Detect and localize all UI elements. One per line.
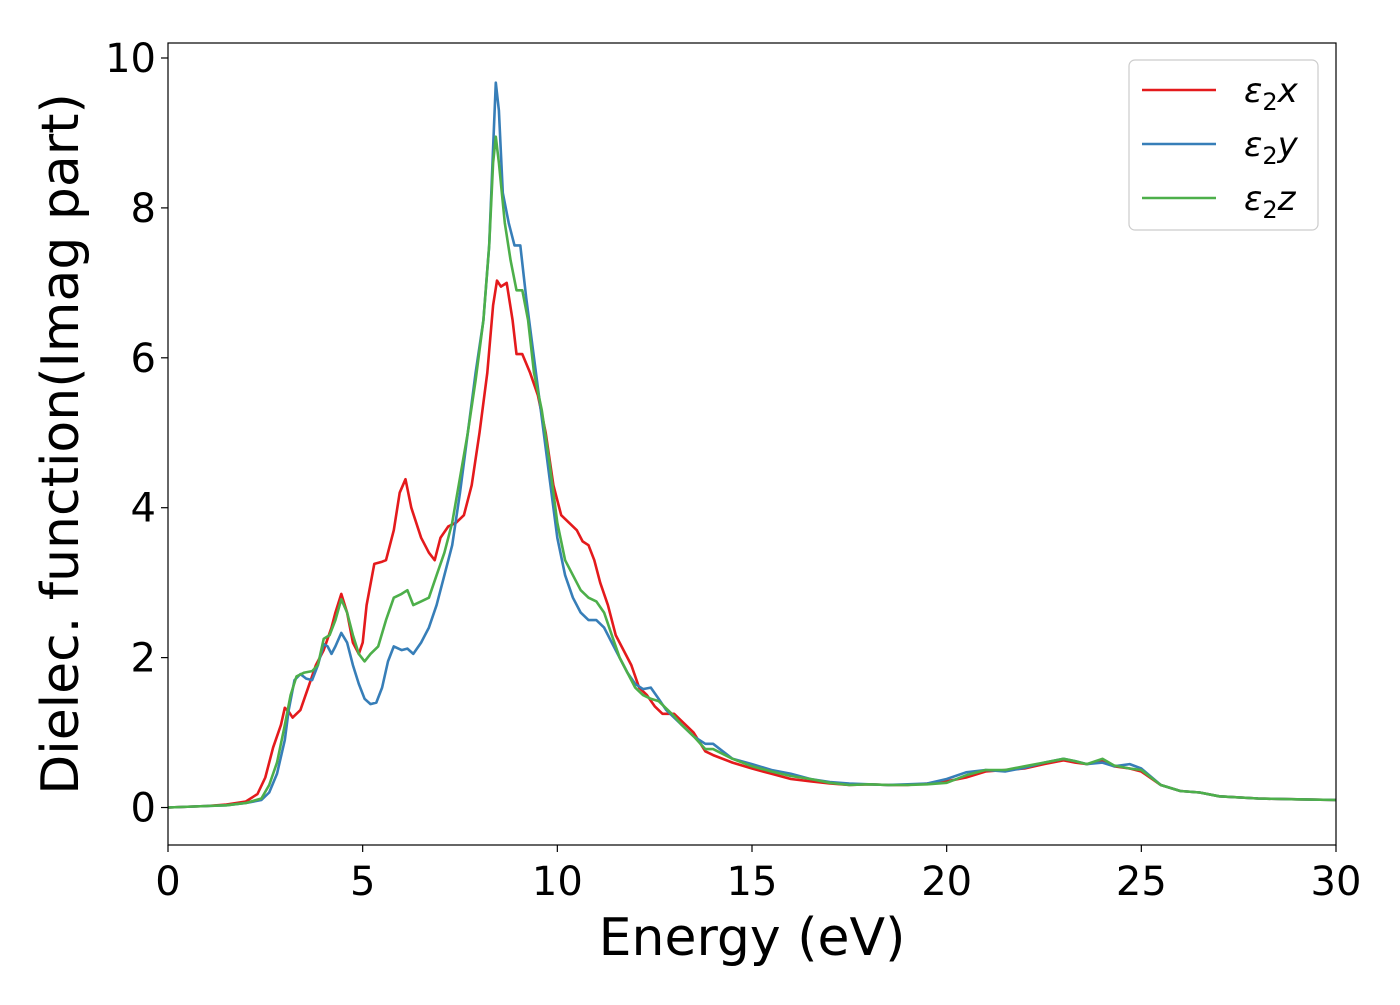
x-tick-label: 30: [1311, 859, 1362, 905]
x-tick-label: 5: [350, 859, 375, 905]
legend-label-z: ε2z: [1244, 179, 1297, 224]
y-tick-label: 4: [131, 486, 156, 532]
y-axis-label: Dielec. function(Imag part): [31, 93, 91, 795]
series-layer: [167, 81, 1337, 809]
y-tick-label: 6: [131, 336, 156, 382]
legend-label-y: ε2y: [1244, 125, 1299, 170]
x-tick-label: 0: [155, 859, 180, 905]
y-tick-label: 8: [131, 186, 156, 232]
x-tick-label: 10: [532, 859, 583, 905]
series-line-x: [167, 279, 1337, 809]
axis-ticks: 0 5 10 15 20 25 30 0 2 4 6 8 10: [105, 36, 1361, 905]
legend: ε2x ε2y ε2z: [1128, 59, 1319, 231]
y-tick-label: 2: [131, 636, 156, 682]
series-line-z: [167, 135, 1337, 809]
legend-box: [1128, 59, 1319, 231]
x-tick-label: 15: [727, 859, 778, 905]
y-tick-label: 10: [105, 36, 156, 82]
x-axis-label: Energy (eV): [599, 908, 906, 968]
y-tick-label: 0: [131, 786, 156, 832]
x-tick-label: 20: [921, 859, 972, 905]
legend-label-x: ε2x: [1244, 71, 1299, 116]
x-tick-label: 25: [1116, 859, 1167, 905]
